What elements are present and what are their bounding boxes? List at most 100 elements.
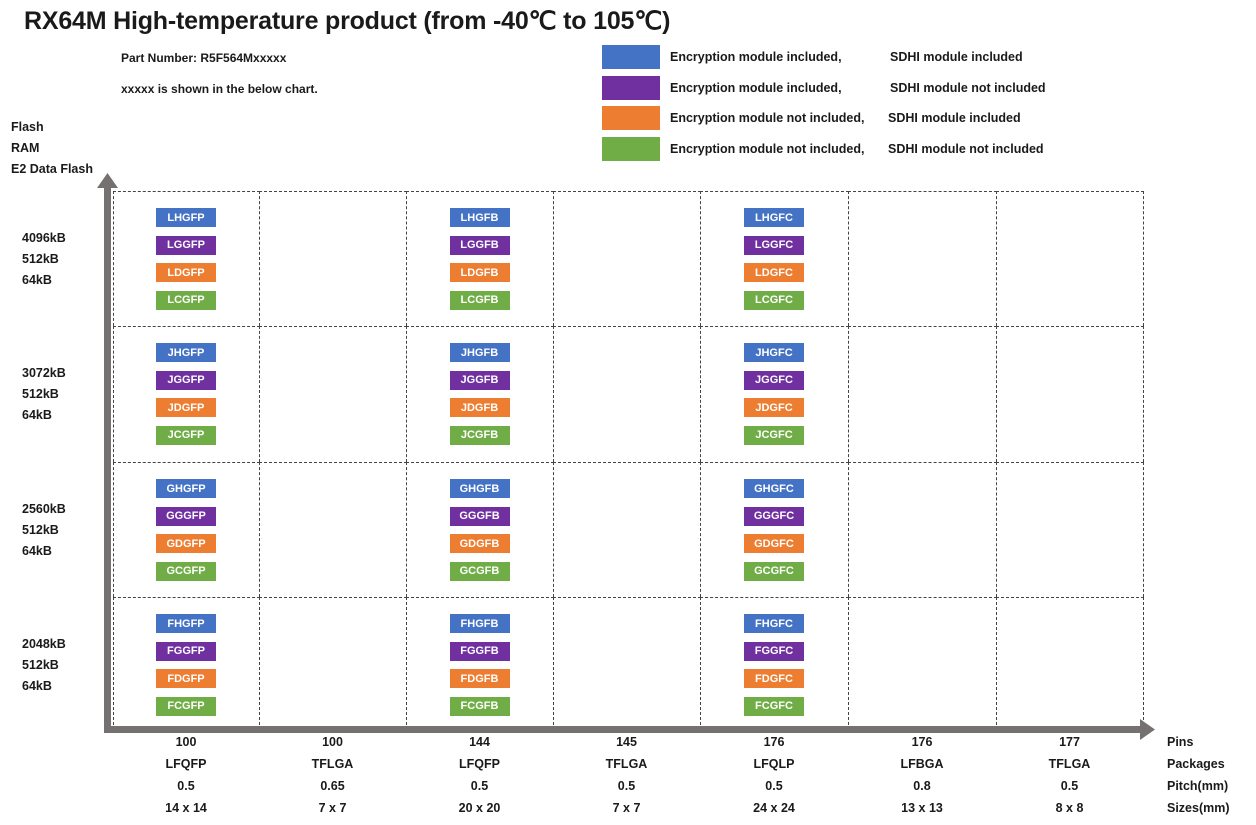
x-axis-column-label: 0.65 — [320, 779, 345, 793]
part-code-chip: FCGFP — [156, 696, 216, 716]
x-axis-column-label: 176 — [763, 735, 785, 749]
part-code-chip: GGGFC — [744, 506, 804, 526]
legend-sdhi-label: SDHI module included — [890, 50, 1023, 64]
grid-cell — [848, 191, 997, 326]
grid-cell — [406, 597, 554, 730]
grid-cell — [996, 462, 1144, 597]
x-axis-column-label: 100 — [175, 735, 197, 749]
part-code-chip: FDGFC — [744, 669, 804, 688]
part-code-chip: GGGFB — [449, 506, 510, 526]
part-code-chip: JDGFC — [744, 398, 804, 417]
grid-cell — [113, 462, 260, 597]
part-code-chip: JDGFB — [449, 398, 510, 417]
part-code-chip: JHGFB — [449, 343, 510, 362]
grid-cell — [406, 191, 554, 326]
part-code-chip: FHGFB — [449, 614, 510, 633]
x-axis-column-label: LFQLP — [753, 757, 795, 771]
grid-cell — [700, 191, 849, 326]
grid-cell — [259, 597, 407, 730]
x-axis-row-label: Pitch(mm) — [1167, 779, 1229, 793]
part-code-chip: GDGFB — [449, 534, 510, 553]
x-axis-column-label: 7 x 7 — [612, 801, 641, 815]
y-axis-row-label: 64kB — [22, 679, 52, 693]
part-code-chip: GDGFC — [744, 534, 804, 553]
part-code-chip: FGGFB — [449, 641, 510, 661]
part-code-chip: LHGFP — [156, 208, 216, 227]
part-code-chip: LDGFC — [744, 263, 804, 282]
grid-cell — [996, 597, 1144, 730]
legend-swatch — [602, 45, 660, 69]
y-axis-header-label: Flash — [11, 120, 44, 134]
grid-cell — [553, 597, 701, 730]
part-code-chip: GCGFP — [156, 561, 216, 581]
x-axis-column-label: 0.5 — [617, 779, 636, 793]
x-axis-column-label: 100 — [322, 735, 343, 749]
x-axis-column-label: 144 — [469, 735, 490, 749]
grid-cell — [848, 462, 997, 597]
part-code-chip: GHGFP — [156, 479, 216, 498]
part-code-chip: FDGFB — [449, 669, 510, 688]
grid-cell — [406, 326, 554, 462]
x-axis-column-label: 14 x 14 — [165, 801, 207, 815]
x-axis-column-label: TFLGA — [311, 757, 354, 771]
x-axis-column-label: 7 x 7 — [318, 801, 347, 815]
y-axis-line — [104, 186, 111, 733]
legend-sdhi-label: SDHI module included — [888, 111, 1021, 125]
x-axis-column-label: 8 x 8 — [1055, 801, 1084, 815]
part-code-chip: FDGFP — [156, 669, 216, 688]
legend-sdhi-label: SDHI module not included — [890, 80, 1046, 95]
y-axis-row-label: 512kB — [22, 523, 59, 537]
grid-cell — [259, 191, 407, 326]
part-code-chip: JHGFC — [744, 343, 804, 362]
part-code-chip: JGGFC — [744, 370, 804, 390]
x-axis-column-label: 145 — [616, 735, 637, 749]
grid-cell — [113, 326, 260, 462]
grid-cell — [553, 462, 701, 597]
y-axis-header-label: E2 Data Flash — [11, 162, 93, 176]
x-axis-column-label: TFLGA — [1048, 757, 1091, 771]
x-axis-column-label: LFQFP — [165, 757, 207, 771]
y-axis-arrowhead — [97, 173, 118, 188]
x-axis-column-label: 0.5 — [177, 779, 195, 793]
x-axis-column-label: 0.5 — [1060, 779, 1079, 793]
grid-cell — [848, 326, 997, 462]
x-axis-column-label: TFLGA — [605, 757, 648, 771]
part-code-chip: GDGFP — [156, 534, 216, 553]
part-code-chip: FHGFC — [744, 614, 804, 633]
legend-swatch — [602, 106, 660, 130]
part-code-chip: JGGFB — [449, 370, 510, 390]
x-axis-column-label: 0.8 — [913, 779, 931, 793]
grid-cell — [700, 597, 849, 730]
part-code-chip: JGGFP — [156, 370, 216, 390]
y-axis-row-label: 64kB — [22, 544, 52, 558]
y-axis-row-label: 64kB — [22, 273, 52, 287]
legend-encryption-label: Encryption module included, — [670, 80, 842, 95]
grid-cell — [700, 326, 849, 462]
legend-encryption-label: Encryption module not included, — [670, 111, 865, 125]
part-code-chip: FCGFB — [449, 696, 510, 716]
x-axis-column-label: 20 x 20 — [458, 801, 501, 815]
part-code-chip: GGGFP — [156, 506, 216, 526]
part-code-chip: FHGFP — [156, 614, 216, 633]
part-number: Part Number: R5F564Mxxxxx — [121, 51, 287, 65]
grid-cell — [259, 462, 407, 597]
part-code-chip: LDGFP — [156, 263, 216, 282]
x-axis-column-label: 0.5 — [470, 779, 489, 793]
part-code-chip: LCGFP — [156, 290, 216, 310]
grid-cell — [406, 462, 554, 597]
part-code-chip: JCGFC — [744, 425, 804, 445]
part-code-chip: GCGFC — [744, 561, 804, 581]
legend-sdhi-label: SDHI module not included — [888, 141, 1044, 156]
part-code-chip: LHGFC — [744, 208, 804, 227]
x-axis-column-label: 24 x 24 — [753, 801, 795, 815]
part-code-chip: JHGFP — [156, 343, 216, 362]
y-axis-row-label: 4096kB — [22, 231, 66, 245]
part-code-chip: FGGFP — [156, 641, 216, 661]
grid-cell — [553, 326, 701, 462]
y-axis-row-label: 64kB — [22, 408, 52, 422]
y-axis-row-label: 512kB — [22, 252, 59, 266]
grid-cell — [996, 191, 1144, 326]
part-code-chip: LGGFB — [449, 235, 510, 255]
part-code-chip: LCGFC — [744, 290, 804, 310]
